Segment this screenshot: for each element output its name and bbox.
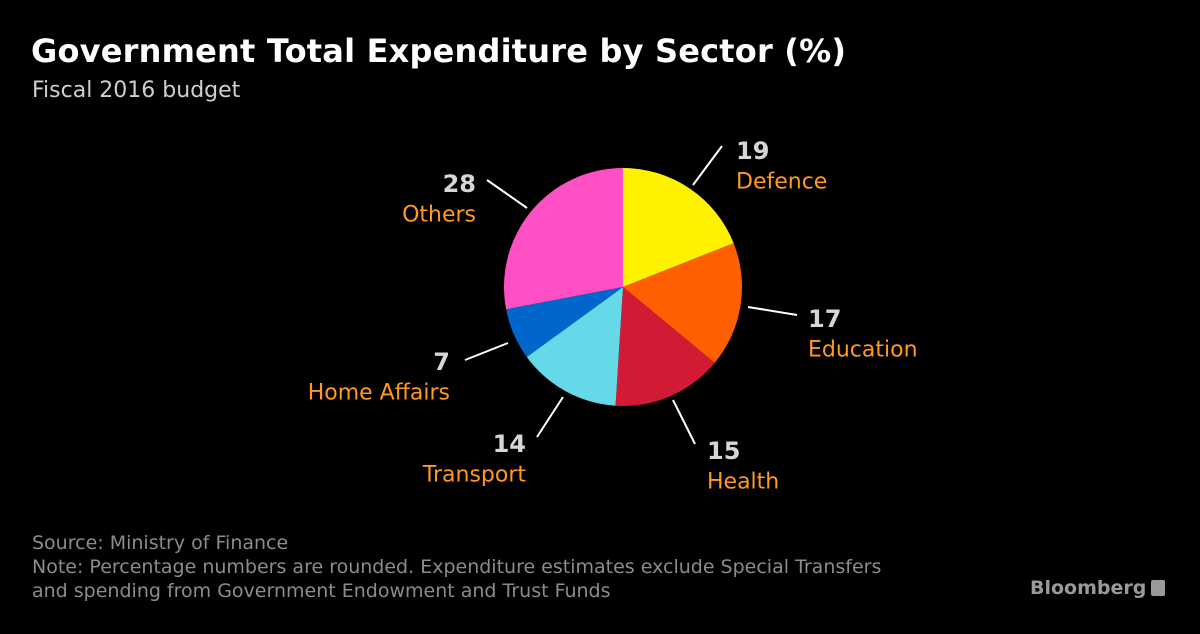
pie-slice-home-affairs bbox=[506, 287, 623, 357]
footnote-line-2: and spending from Government Endowment a… bbox=[32, 580, 611, 602]
pie-slice-others bbox=[504, 168, 623, 310]
pie-slice-defence bbox=[623, 168, 734, 287]
leader-line-health bbox=[672, 399, 696, 445]
value-label-education: 17 bbox=[808, 305, 841, 333]
chart-title: Government Total Expenditure by Sector (… bbox=[31, 32, 847, 70]
category-label-education: Education bbox=[808, 338, 918, 363]
chart-subtitle: Fiscal 2016 budget bbox=[32, 78, 241, 103]
bloomberg-logo: Bloomberg bbox=[1030, 577, 1166, 599]
leader-line-transport bbox=[536, 396, 564, 438]
bloomberg-logo-icon bbox=[1151, 580, 1166, 596]
leader-line-defence bbox=[692, 145, 723, 186]
leader-line-others bbox=[486, 179, 528, 209]
brand-name: Bloomberg bbox=[1030, 577, 1147, 599]
value-label-transport: 14 bbox=[493, 430, 526, 458]
category-label-others: Others bbox=[402, 203, 476, 228]
category-label-transport: Transport bbox=[422, 463, 527, 488]
value-label-home-affairs: 7 bbox=[433, 348, 450, 376]
category-label-home-affairs: Home Affairs bbox=[308, 381, 450, 406]
leader-line-home-affairs bbox=[464, 342, 509, 361]
value-label-others: 28 bbox=[443, 170, 476, 198]
category-label-health: Health bbox=[707, 470, 779, 495]
pie-slice-transport bbox=[526, 287, 623, 406]
value-label-health: 15 bbox=[707, 437, 740, 465]
category-label-defence: Defence bbox=[736, 170, 827, 195]
pie-slice-education bbox=[623, 243, 742, 363]
value-label-defence: 19 bbox=[736, 137, 769, 165]
leader-line-education bbox=[747, 306, 798, 316]
pie-slice-health bbox=[615, 287, 715, 406]
source-note: Source: Ministry of Finance bbox=[32, 532, 289, 554]
footnote-line-1: Note: Percentage numbers are rounded. Ex… bbox=[32, 556, 882, 578]
